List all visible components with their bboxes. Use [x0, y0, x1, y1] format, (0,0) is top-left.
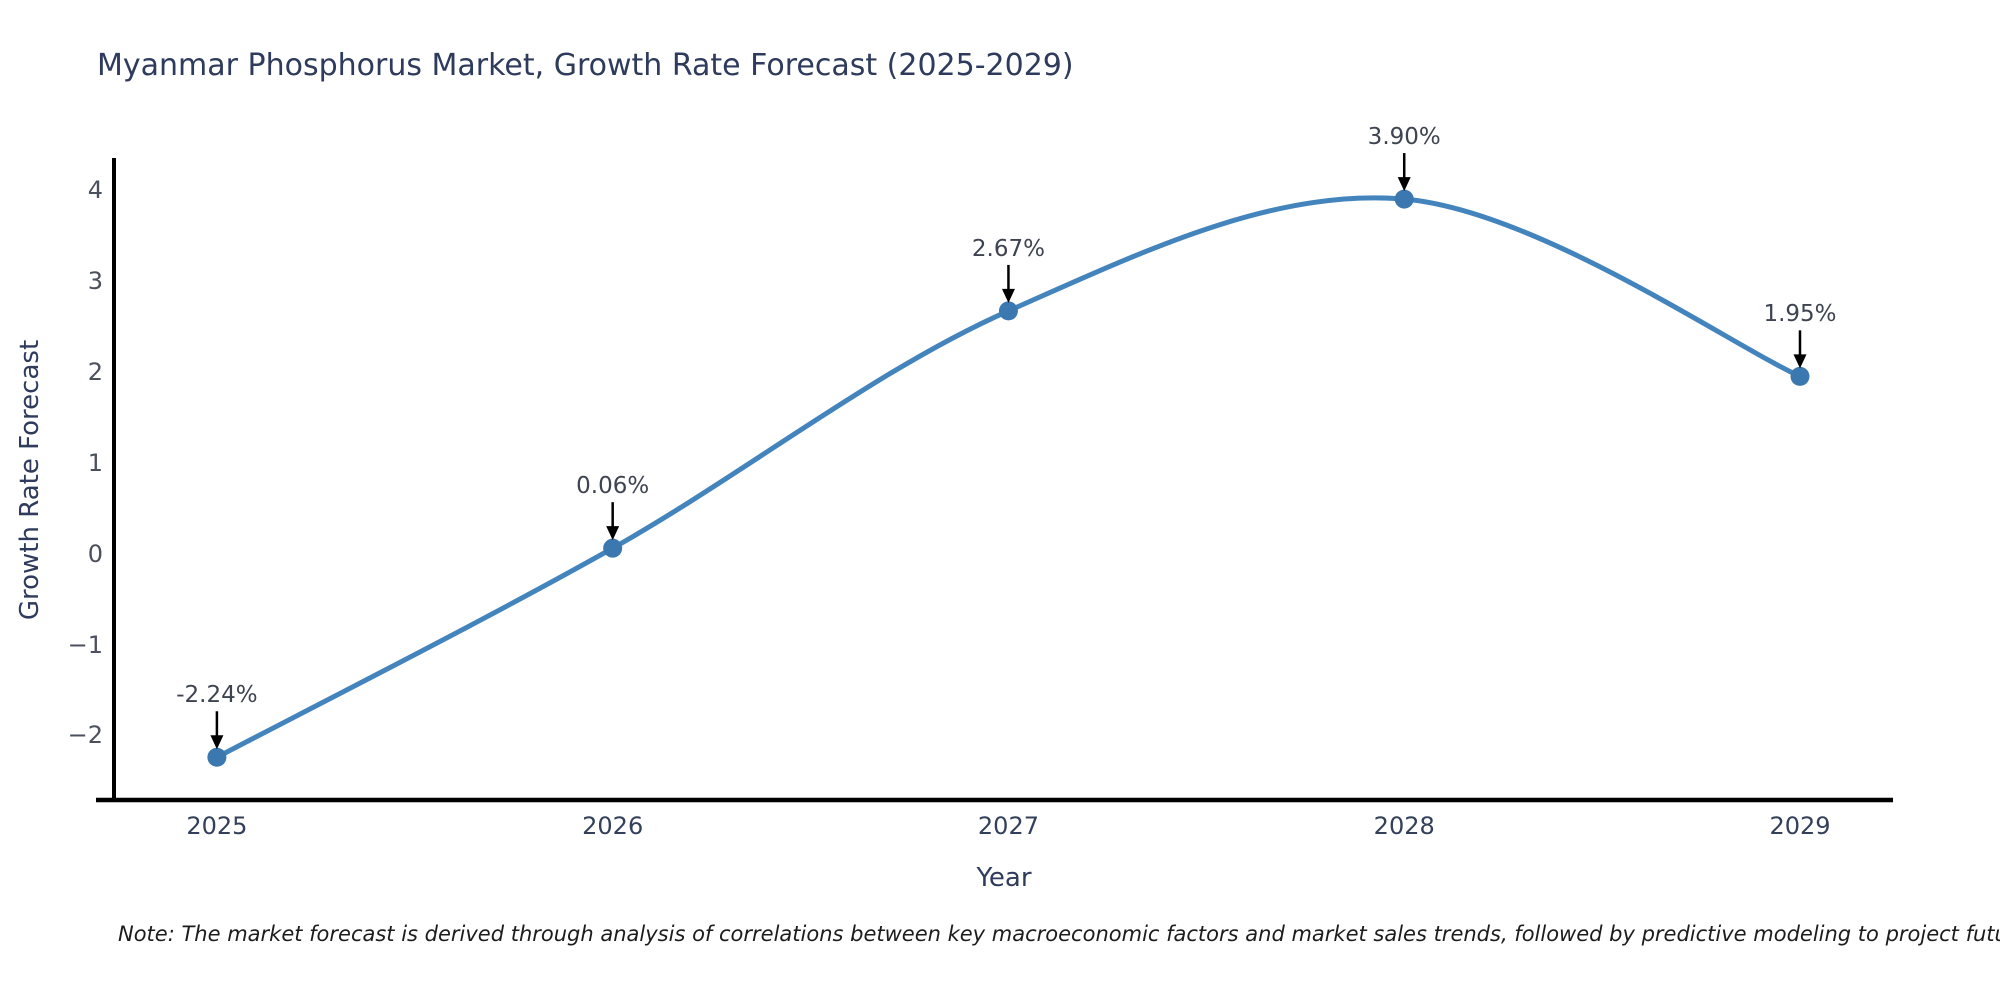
y-tick-label-3: 3 — [87, 266, 103, 295]
y-tick-label-0: 0 — [87, 539, 103, 568]
data-point-2026[interactable] — [603, 538, 623, 558]
x-tick-label-2028: 2028 — [1373, 812, 1435, 840]
y-tick-label-1: 1 — [87, 448, 103, 477]
x-tick-label-2026: 2026 — [582, 812, 644, 840]
point-label-2028: 3.90% — [1367, 124, 1441, 151]
point-label-2027: 2.67% — [971, 235, 1045, 262]
chart-title: Myanmar Phosphorus Market, Growth Rate F… — [97, 48, 1074, 83]
x-tick-label-2027: 2027 — [977, 812, 1039, 840]
data-point-2025[interactable] — [207, 747, 227, 767]
annotation-arrow-head — [1001, 288, 1015, 303]
x-tick-label-2029: 2029 — [1769, 812, 1831, 840]
x-axis-title: Year — [976, 863, 1032, 893]
y-tick-label--1: −1 — [67, 630, 103, 659]
data-point-2027[interactable] — [998, 301, 1018, 321]
annotation-arrow-head — [606, 526, 620, 541]
y-tick-label-2: 2 — [87, 357, 103, 386]
y-tick-label--2: −2 — [67, 721, 103, 750]
annotation-arrow-head — [1397, 177, 1411, 192]
x-tick-label-2025: 2025 — [186, 812, 248, 840]
point-label-2025: -2.24% — [176, 682, 258, 709]
annotation-arrow-head — [210, 735, 224, 750]
point-label-2029: 1.95% — [1763, 301, 1837, 328]
annotation-arrow-head — [1793, 354, 1807, 369]
point-label-2026: 0.06% — [576, 473, 650, 500]
y-tick-label-4: 4 — [87, 176, 103, 204]
data-point-2029[interactable] — [1790, 366, 1810, 386]
footnote: Note: The market forecast is derived thr… — [118, 922, 2000, 946]
data-point-2028[interactable] — [1394, 189, 1414, 209]
